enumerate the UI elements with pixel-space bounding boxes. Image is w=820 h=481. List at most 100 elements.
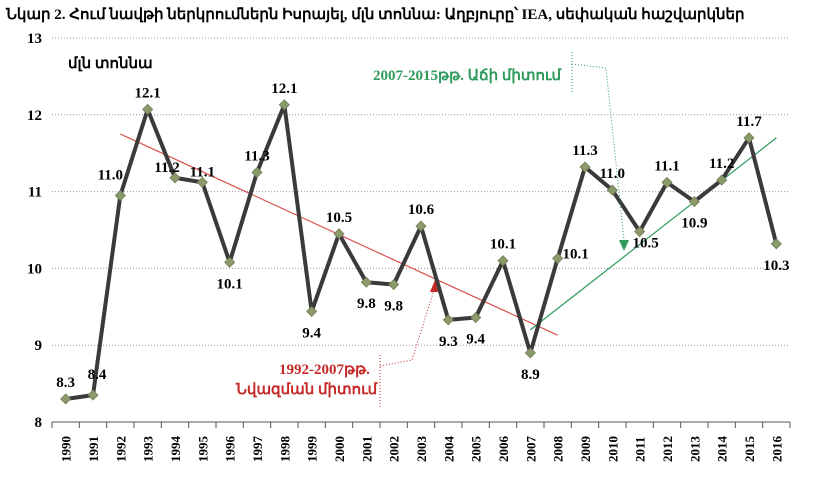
data-label: 12.1 <box>271 81 297 97</box>
data-point <box>716 174 728 186</box>
x-tick-label: 2011 <box>633 437 648 462</box>
data-label: 11.3 <box>244 148 269 164</box>
data-label: 8.4 <box>88 367 107 383</box>
data-point <box>196 176 208 188</box>
data-label: 11.7 <box>736 114 762 130</box>
x-tick-label: 2003 <box>414 436 429 463</box>
x-tick-label: 2014 <box>715 436 730 463</box>
x-tick-label: 2006 <box>496 436 511 463</box>
x-tick-label: 1996 <box>223 436 238 463</box>
data-point <box>333 228 345 240</box>
data-label: 12.1 <box>135 85 161 101</box>
data-label: 10.3 <box>763 258 789 274</box>
data-point <box>743 132 755 144</box>
data-label: 10.9 <box>681 216 707 232</box>
data-label: 9.8 <box>357 296 376 312</box>
annotation-arrowhead <box>430 280 438 292</box>
x-tick-label: 2010 <box>605 436 620 462</box>
data-point <box>470 311 482 324</box>
x-tick-label: 1998 <box>277 436 292 463</box>
series-line <box>65 102 779 401</box>
data-point <box>579 161 591 173</box>
x-tick-label: 2013 <box>687 436 702 463</box>
data-point <box>552 252 564 264</box>
series <box>60 99 782 405</box>
x-tick-label: 2007 <box>523 436 538 463</box>
unit-label: մլն տոննա <box>68 56 153 72</box>
data-point <box>524 347 536 359</box>
y-tick-label: 10 <box>27 261 42 277</box>
data-label: 9.8 <box>384 299 403 315</box>
data-label: 8.3 <box>56 375 75 391</box>
data-point <box>388 278 400 291</box>
data-label: 10.6 <box>408 202 435 218</box>
annotation-arrowhead <box>619 240 629 251</box>
data-label: 9.4 <box>466 332 485 348</box>
data-point <box>606 184 618 196</box>
x-tick-label: 2012 <box>660 436 675 462</box>
x-tick-label: 2002 <box>387 436 402 462</box>
y-tick-label: 11 <box>28 185 42 201</box>
x-tick-label: 2009 <box>578 436 593 463</box>
x-tick-label: 1991 <box>86 436 101 462</box>
data-label: 11.2 <box>709 156 734 172</box>
data-label: 11.3 <box>572 143 597 159</box>
decline-trend-annotation-line1: 1992-2007թթ. <box>279 362 370 378</box>
x-tick-label: 1990 <box>59 436 74 462</box>
x-tick-label: 1992 <box>113 436 128 462</box>
data-point <box>142 103 154 115</box>
data-label: 10.5 <box>326 210 352 226</box>
data-point <box>661 176 673 188</box>
x-tick-label: 1997 <box>250 436 265 463</box>
x-tick-label: 2004 <box>441 436 456 463</box>
data-point <box>251 166 263 178</box>
data-label: 10.1 <box>217 276 243 292</box>
x-tick-label: 2016 <box>769 436 784 463</box>
data-point <box>114 189 126 202</box>
data-point <box>87 389 99 401</box>
axes: 8 9 10 11 12 13 1990 1991 1992 1993 1994 1995 1996 19… <box>27 31 791 463</box>
x-tick-label: 2008 <box>551 436 566 463</box>
x-tick-label: 2005 <box>469 436 484 463</box>
data-label: 9.4 <box>302 325 321 341</box>
data-label: 11.1 <box>654 158 679 174</box>
annotations: 2007-2015թթ. Աճի միտում 1992-2007թթ. Նվազմ… <box>235 52 629 407</box>
chart-title: Նկար 2. Հում նավթի ներկրումներն Իսրայել,… <box>5 6 745 23</box>
x-tick-label: 1994 <box>168 436 183 463</box>
x-tick-label: 2001 <box>359 436 374 462</box>
data-point <box>497 255 509 267</box>
data-labels: 8.3 8.4 11.0 12.1 11.2 11.1 10.1 11.3 12.1 9.4 10.… <box>56 81 789 391</box>
gridlines <box>52 37 790 346</box>
x-tick-label: 2015 <box>742 436 757 463</box>
data-label: 9.3 <box>439 334 458 350</box>
data-label: 10.1 <box>563 246 589 262</box>
data-label: 8.9 <box>521 367 540 383</box>
y-tick-label: 9 <box>35 338 43 354</box>
data-point <box>306 305 318 317</box>
data-label: 11.0 <box>98 167 123 183</box>
data-point <box>442 314 454 326</box>
data-point <box>278 99 290 111</box>
data-label: 10.5 <box>633 236 659 252</box>
data-point <box>415 220 427 232</box>
data-point <box>224 256 236 268</box>
decline-trend-annotation-line2: Նվազման միտում <box>235 382 378 398</box>
x-tick-label: 1995 <box>195 436 210 463</box>
x-tick-label: 1993 <box>141 436 156 463</box>
x-tick-label: 2000 <box>332 436 347 462</box>
data-point <box>169 172 181 184</box>
data-point <box>770 238 782 250</box>
data-label: 11.0 <box>600 166 625 182</box>
data-label: 11.1 <box>190 164 215 180</box>
growth-trend-annotation: 2007-2015թթ. Աճի միտում <box>373 68 561 84</box>
data-point <box>634 225 646 238</box>
data-point <box>360 276 372 288</box>
annotation-leader <box>379 289 435 367</box>
y-tick-label: 12 <box>27 108 42 124</box>
data-label: 10.1 <box>490 237 516 253</box>
data-point <box>60 393 72 405</box>
data-point <box>688 196 700 208</box>
y-tick-label: 13 <box>27 31 42 47</box>
growth-trendline <box>529 137 777 331</box>
